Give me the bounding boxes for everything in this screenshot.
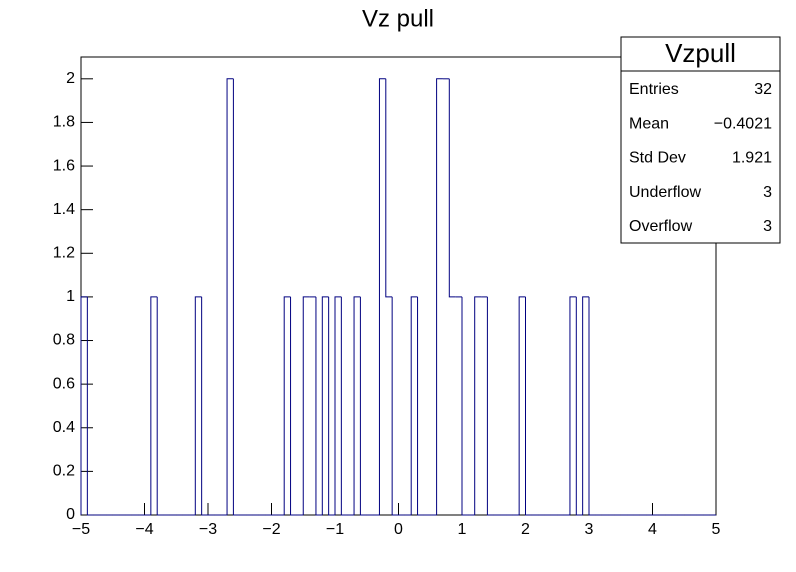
histogram-bin [232,78,240,516]
x-tick-label: 1 [458,521,467,538]
histogram-bin [391,296,399,516]
histogram-bin [201,296,208,516]
histogram-bin [461,296,469,516]
x-tick-label: −4 [135,521,153,538]
histogram-bin [575,296,583,516]
y-tick-label: 0.4 [53,419,75,436]
y-tick-label: 1.8 [53,114,75,131]
histogram-bin [321,296,329,515]
stats-label: Std Dev [629,150,686,167]
stats-title: Vzpull [665,38,736,68]
histogram-bin [194,296,202,515]
stats-value: −0.4021 [714,115,772,132]
stats-box [620,36,781,244]
histogram-bin [340,296,348,516]
y-tick-label: 1.6 [53,157,75,174]
histogram-bin [410,296,418,515]
x-tick-label: −5 [72,521,90,538]
x-tick-label: −1 [326,521,344,538]
x-tick-label: 5 [712,521,721,538]
histogram-bin [290,296,297,516]
histogram-bin [588,296,596,516]
y-tick-label: 0 [66,506,75,523]
stats-value: 3 [763,218,772,235]
x-tick-label: −2 [262,521,280,538]
stats-label: Overflow [629,218,693,235]
y-tick-label: 0.8 [53,332,75,349]
histogram-bin [486,296,494,516]
histogram-bin [150,296,158,515]
x-tick-label: 4 [648,521,657,538]
histogram-bin [328,296,335,516]
histogram-bin [315,296,323,516]
y-tick-label: 0.6 [53,375,75,392]
histogram-bin [302,296,310,515]
histogram-bin [353,296,361,515]
histogram-bin [283,296,291,515]
chart-title: Vz pull [362,5,434,32]
stats-label: Entries [629,81,679,98]
x-tick-label: 2 [521,521,530,538]
stats-label: Underflow [629,184,701,201]
histogram-bin [436,78,443,515]
histogram-bin [474,296,482,515]
histogram-bin [385,78,393,298]
histogram-bin [334,296,342,515]
y-tick-label: 1.2 [53,245,75,262]
x-tick-label: 3 [585,521,594,538]
histogram-bin [86,296,94,516]
y-tick-label: 0.2 [53,463,75,480]
stats-value: 3 [763,184,772,201]
histogram-bin [417,296,424,516]
y-tick-label: 2 [66,70,75,87]
histogram-bin [525,296,532,516]
y-tick-label: 1 [66,288,75,305]
histogram-bin [359,296,367,516]
histogram-bin [80,296,88,515]
stats-value: 1.921 [732,150,772,167]
stats-label: Mean [629,115,669,132]
stats-value: 32 [754,81,772,98]
histogram-bin [582,296,589,515]
histogram-bin [378,78,386,515]
histogram-bin [448,78,456,298]
x-tick-label: 0 [394,521,403,538]
histogram-bin [226,78,234,515]
histogram-bin [569,296,577,515]
y-tick-label: 1.4 [53,201,75,218]
x-tick-label: −3 [199,521,217,538]
histogram-bin [156,296,164,516]
histogram-bin [518,296,526,515]
